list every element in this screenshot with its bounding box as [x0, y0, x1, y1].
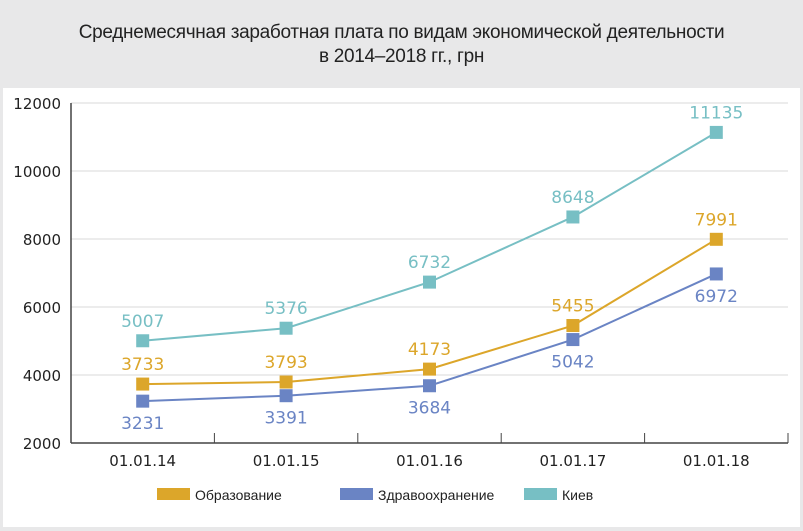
data-point-marker	[279, 389, 293, 403]
data-point-marker	[566, 333, 580, 347]
chart-header: Среднемесячная заработная плата по видам…	[0, 0, 803, 88]
data-labels: 3733 3793 4173 5455 7991 3231 3391 3684 5042 6972…	[121, 103, 743, 434]
x-tick-label: 01.01.14	[109, 452, 176, 470]
data-point-marker	[566, 319, 580, 333]
y-axis-tick-labels: 2000 4000 6000 8000 10000 12000	[13, 95, 61, 453]
series-line	[142, 131, 717, 342]
x-tick-label: 01.01.15	[253, 452, 320, 470]
data-label: 8648	[551, 188, 594, 208]
y-tick-label: 2000	[23, 435, 61, 453]
data-label: 3733	[121, 355, 164, 375]
series-markers	[136, 125, 723, 408]
x-tick-label: 01.01.17	[540, 452, 607, 470]
data-label: 3684	[408, 399, 451, 419]
data-label: 5042	[551, 353, 594, 373]
x-axis-tick-labels: 01.01.14 01.01.15 01.01.16 01.01.17 01.01.18	[109, 452, 749, 470]
data-point-marker	[136, 377, 150, 391]
data-label: 6972	[695, 287, 738, 307]
data-point-marker	[423, 275, 436, 289]
data-label: 3793	[264, 353, 307, 373]
data-point-marker	[709, 232, 723, 246]
data-point-marker	[423, 362, 436, 376]
data-label: 5376	[264, 299, 307, 319]
data-point-marker	[136, 394, 150, 408]
legend-swatch	[157, 488, 190, 500]
legend-label: Здравоохранение	[378, 487, 495, 503]
legend-label: Образование	[195, 487, 282, 503]
legend-label: Киев	[562, 487, 593, 503]
data-point-marker	[136, 334, 150, 348]
legend: Образование Здравоохранение Киев	[157, 487, 593, 503]
grid-lines	[71, 102, 788, 376]
y-tick-label: 12000	[13, 95, 61, 113]
data-label: 4173	[408, 340, 451, 360]
legend-swatch	[340, 488, 373, 500]
data-label: 3391	[264, 409, 307, 429]
data-point-marker	[423, 379, 436, 393]
data-point-marker	[709, 267, 723, 281]
data-point-marker	[279, 375, 293, 389]
x-tick-label: 01.01.18	[683, 452, 750, 470]
axes	[70, 103, 789, 444]
legend-swatch	[524, 488, 557, 500]
data-label: 7991	[695, 210, 738, 230]
x-tick-label: 01.01.16	[396, 452, 463, 470]
data-label: 11135	[689, 103, 743, 123]
data-point-marker	[709, 125, 723, 139]
data-label: 3231	[121, 414, 164, 434]
data-label: 6732	[408, 253, 451, 273]
data-point-marker	[279, 321, 293, 335]
y-tick-label: 4000	[23, 367, 61, 385]
data-label: 5007	[121, 312, 164, 332]
y-tick-label: 6000	[23, 299, 61, 317]
data-point-marker	[566, 210, 580, 224]
data-label: 5455	[551, 297, 594, 317]
y-tick-label: 8000	[23, 231, 61, 249]
chart-title-line2: в 2014–2018 гг., грн	[318, 46, 485, 67]
chart-title-line1: Среднемесячная заработная плата по видам…	[78, 22, 725, 43]
y-tick-label: 10000	[13, 163, 61, 181]
